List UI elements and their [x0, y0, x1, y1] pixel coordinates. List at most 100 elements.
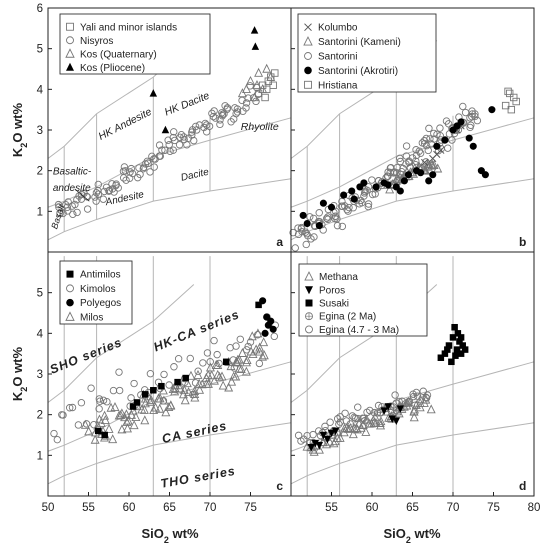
legend-marker	[66, 36, 74, 45]
panel-a-point	[112, 180, 120, 188]
panel-d-point	[459, 342, 466, 349]
panel-d-point	[426, 404, 436, 414]
panel-d-point	[340, 423, 349, 433]
panel-c-point	[140, 415, 150, 425]
c-line-tho	[47, 422, 292, 485]
panel-a-point	[110, 188, 118, 196]
panel-c-point	[123, 423, 132, 433]
panel-c-point	[155, 403, 165, 413]
panel-b-point	[473, 116, 482, 125]
panel-b-point	[310, 233, 318, 241]
panel-d-point	[358, 420, 368, 430]
panel-d-point	[445, 342, 453, 349]
panel-c-point	[227, 376, 237, 386]
panel-d-point	[366, 418, 376, 428]
panel-c-point	[270, 332, 278, 341]
panel-d-point	[419, 387, 427, 395]
panel-b-point	[459, 102, 467, 111]
panel-c-point	[131, 412, 141, 422]
panel-a-point	[216, 120, 224, 129]
legend-label: Kos (Pliocene)	[80, 63, 145, 74]
panel-a-y-tick-label: 1	[37, 206, 43, 218]
panel-b-point	[429, 160, 439, 170]
panel-d-point	[391, 391, 399, 399]
panel-c-point	[104, 423, 114, 433]
panel-d-point	[361, 426, 371, 436]
panel-c-point	[232, 357, 242, 367]
panel-a-letter: a	[276, 235, 283, 249]
panel-b-point	[327, 203, 336, 211]
panel-c-y-tick-label: 2	[37, 410, 43, 422]
legend-label: Polyegos	[80, 298, 121, 309]
panel-c-point	[121, 409, 131, 419]
panel-c-point	[94, 427, 102, 435]
panel-b-point	[421, 158, 429, 167]
panel-c-point	[109, 386, 118, 395]
panel-c-point	[206, 358, 214, 366]
panel-b-point	[338, 222, 347, 231]
panel-d-x-tick-label: 60	[366, 502, 379, 514]
panel-a-point	[149, 89, 158, 97]
panel-d-point	[457, 350, 465, 357]
panel-c-point	[164, 402, 174, 412]
panel-c-x-tick-label: 60	[123, 502, 136, 514]
panel-b-point	[425, 177, 433, 185]
panel-b-point	[430, 135, 438, 143]
panel-d-point	[356, 422, 366, 432]
panel-a-point	[108, 180, 116, 188]
panel-d-point	[311, 439, 320, 448]
panel-d-point	[451, 323, 458, 331]
panel-a-point	[190, 136, 198, 145]
panel-b-letter: b	[519, 235, 526, 249]
panel-d-point	[384, 403, 392, 411]
panel-a-point	[271, 69, 279, 77]
panel-c-point	[100, 410, 110, 420]
panel-b-point	[471, 112, 479, 121]
y-axis-title-top: K2O wt%	[10, 102, 29, 157]
legend-label: Kolumbo	[318, 23, 358, 34]
panel-d-point	[294, 431, 303, 440]
panel-d-letter: d	[519, 479, 526, 493]
panel-d-point	[461, 346, 469, 353]
panel-a-point	[211, 114, 220, 122]
panel-a-point	[176, 133, 184, 142]
legend-label: Nisyros	[80, 36, 113, 47]
panel-c-point	[137, 404, 147, 414]
panel-a-point	[223, 104, 232, 112]
panel-a-point	[144, 159, 152, 168]
panel-b-point	[302, 240, 310, 249]
legend-label: Santorini	[318, 52, 357, 63]
panel-b-point	[448, 136, 456, 144]
legend-label: Methana	[319, 272, 358, 283]
panel-c-point	[53, 435, 62, 444]
panel-c-point	[170, 363, 178, 371]
panel-c-point	[255, 301, 262, 309]
panel-d-point	[409, 406, 419, 416]
panel-c-x-tick-label: 75	[244, 502, 257, 514]
panel-b-point	[506, 89, 514, 98]
legends: Yali and minor islands Nisyros Kos (Quater…	[59, 13, 437, 337]
panel-d-point	[437, 354, 445, 361]
panel-c-letter: c	[276, 479, 283, 493]
panel-d-x-tick-label: 55	[325, 502, 338, 514]
panel-a-point	[254, 90, 263, 99]
panel-c-point	[234, 354, 244, 364]
panel-b-point	[433, 142, 441, 150]
panel-b-point	[289, 228, 297, 237]
panel-d-point	[354, 403, 362, 411]
panel-c-point	[242, 355, 252, 365]
panel-c-point	[77, 399, 86, 407]
panel-b-point	[465, 134, 473, 142]
panel-c-point	[84, 426, 94, 436]
panel-c-point	[129, 403, 137, 410]
field-label: HK Dacite	[163, 90, 211, 119]
panel-a-point	[55, 203, 63, 211]
panel-a-point	[99, 195, 108, 203]
panel-d-point	[449, 334, 457, 341]
panel-d-point	[444, 346, 451, 353]
panel-c-x-tick-label: 50	[42, 502, 55, 514]
panel-c-point	[253, 328, 263, 338]
panel-b-point	[402, 142, 411, 150]
panel-b-point	[306, 213, 314, 221]
panel-c-point	[179, 385, 189, 395]
